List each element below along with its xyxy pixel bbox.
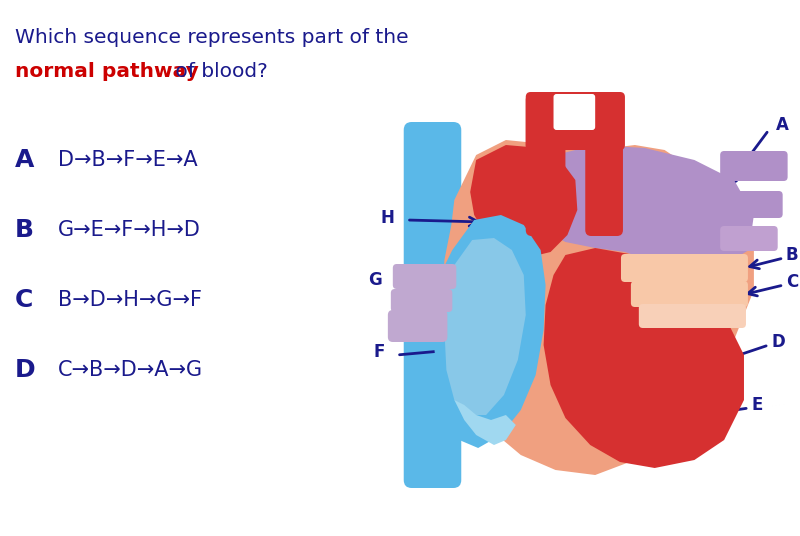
Text: A: A — [15, 148, 34, 172]
Text: B→D→H→G→F: B→D→H→G→F — [58, 290, 202, 310]
Text: B: B — [786, 246, 798, 264]
Text: E: E — [752, 396, 763, 414]
FancyBboxPatch shape — [388, 310, 447, 342]
Text: H: H — [381, 209, 395, 227]
Text: G: G — [368, 271, 382, 289]
Text: D: D — [15, 358, 35, 382]
Text: B: B — [15, 218, 34, 242]
Text: C: C — [15, 288, 34, 312]
FancyBboxPatch shape — [631, 281, 748, 307]
FancyBboxPatch shape — [393, 264, 456, 289]
Text: D: D — [772, 333, 786, 351]
FancyBboxPatch shape — [639, 304, 746, 328]
FancyBboxPatch shape — [391, 289, 452, 312]
Polygon shape — [454, 400, 516, 445]
Polygon shape — [543, 248, 744, 468]
Polygon shape — [470, 145, 578, 258]
Text: C→B→D→A→G: C→B→D→A→G — [58, 360, 202, 380]
FancyBboxPatch shape — [720, 151, 788, 181]
Polygon shape — [442, 140, 754, 475]
Text: A: A — [776, 116, 789, 134]
FancyBboxPatch shape — [720, 226, 778, 251]
Text: F: F — [374, 343, 385, 361]
FancyBboxPatch shape — [526, 94, 566, 236]
FancyBboxPatch shape — [404, 122, 462, 488]
Text: D→B→F→E→A: D→B→F→E→A — [58, 150, 197, 170]
FancyBboxPatch shape — [586, 94, 623, 236]
Text: G→E→F→H→D: G→E→F→H→D — [58, 220, 201, 240]
Text: normal pathway: normal pathway — [15, 62, 198, 81]
FancyBboxPatch shape — [554, 94, 595, 130]
Text: of blood?: of blood? — [169, 62, 267, 81]
Text: Which sequence represents part of the: Which sequence represents part of the — [15, 28, 409, 47]
Polygon shape — [536, 145, 754, 268]
FancyBboxPatch shape — [526, 92, 625, 150]
FancyBboxPatch shape — [621, 254, 748, 282]
Text: C: C — [786, 273, 798, 291]
Polygon shape — [445, 238, 526, 415]
FancyBboxPatch shape — [720, 191, 782, 218]
Polygon shape — [434, 215, 546, 448]
